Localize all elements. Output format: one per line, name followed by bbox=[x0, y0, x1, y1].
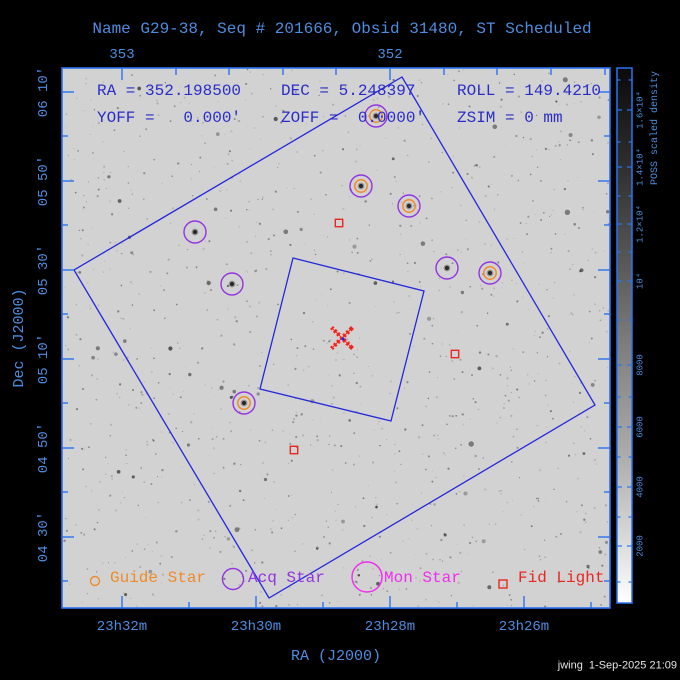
param-dec: DEC = 5.248397 bbox=[281, 82, 416, 100]
guide-star-marker-1[interactable] bbox=[349, 174, 373, 198]
legend-acq-star-label: Acq Star bbox=[248, 569, 325, 587]
param-zsim: ZSIM = 0 mm bbox=[457, 109, 563, 127]
acq-star-marker-2[interactable] bbox=[435, 256, 459, 280]
param-roll: ROLL = 149.4210 bbox=[457, 82, 602, 100]
fov-inner-square bbox=[259, 257, 425, 422]
guide-star-marker-4[interactable] bbox=[232, 391, 256, 415]
y-tick-label-4: 04 50' bbox=[36, 422, 52, 474]
colorbar-tick-3: 10⁴ bbox=[635, 272, 646, 290]
legend-fid-light-icon bbox=[498, 579, 508, 589]
x-tick-label-2: 23h28m bbox=[364, 619, 416, 635]
x-axis-title: RA (J2000) bbox=[290, 648, 382, 665]
fid-light-marker-0[interactable] bbox=[334, 218, 344, 228]
param-zoff: ZOFF = 0.0000' bbox=[281, 109, 426, 127]
colorbar-tick-6: 4000 bbox=[635, 476, 646, 498]
colorbar-tick-4: 8000 bbox=[635, 354, 646, 376]
catalog-star-images bbox=[191, 112, 494, 407]
colorbar-tick-7: 2000 bbox=[635, 535, 646, 557]
top-tick-label-353: 353 bbox=[109, 47, 135, 63]
colorbar-tick-1: 1.4×10⁴ bbox=[635, 148, 646, 186]
fid-light-marker-1[interactable] bbox=[450, 349, 460, 359]
x-tick-label-1: 23h30m bbox=[230, 619, 282, 635]
acq-star-marker-1[interactable] bbox=[220, 272, 244, 296]
y-tick-label-1: 05 50' bbox=[36, 155, 52, 207]
colorbar-tick-0: 1.6×10⁴ bbox=[635, 91, 646, 129]
guide-star-marker-0[interactable] bbox=[364, 104, 388, 128]
signature-timestamp: jwing 1-Sep-2025 21:09 bbox=[557, 659, 677, 672]
x-tick-label-3: 23h26m bbox=[498, 619, 550, 635]
y-tick-label-0: 06 10' bbox=[36, 66, 52, 118]
colorbar-frame bbox=[616, 67, 633, 604]
guide-star-marker-2[interactable] bbox=[397, 194, 421, 218]
acq-star-marker-0[interactable] bbox=[183, 220, 207, 244]
legend-mon-star-label: Mon Star bbox=[384, 569, 461, 587]
legend-mon-star-icon bbox=[351, 561, 383, 593]
y-axis-title: Dec (J2000) bbox=[11, 288, 28, 388]
guide-star-marker-3[interactable] bbox=[478, 261, 502, 285]
star-field-noise bbox=[62, 68, 610, 608]
y-tick-label-2: 05 30' bbox=[36, 244, 52, 296]
y-tick-label-3: 05 10' bbox=[36, 333, 52, 385]
colorbar-tick-2: 1.2×10⁴ bbox=[635, 205, 646, 243]
legend-guide-star-icon bbox=[89, 575, 101, 587]
param-ra: RA = 352.198500 bbox=[97, 82, 242, 100]
legend-fid-light-label: Fid Light bbox=[518, 569, 605, 587]
plot-frame bbox=[61, 67, 611, 609]
chart-title: Name G29-38, Seq # 201666, Obsid 31480, … bbox=[92, 20, 592, 38]
fov-outer-square bbox=[73, 76, 596, 599]
legend-acq-star-icon bbox=[221, 567, 245, 591]
fid-light-marker-2[interactable] bbox=[289, 445, 299, 455]
x-tick-label-0: 23h32m bbox=[96, 619, 148, 635]
colorbar-title: POSS scaled density bbox=[650, 70, 661, 186]
colorbar-gradient bbox=[617, 68, 632, 603]
sky-image bbox=[62, 68, 610, 608]
top-tick-label-352: 352 bbox=[377, 47, 403, 63]
target-x-marker[interactable] bbox=[330, 326, 354, 350]
y-tick-label-5: 04 30' bbox=[36, 511, 52, 563]
legend-guide-star-label: Guide Star bbox=[110, 569, 207, 587]
param-yoff: YOFF = 0.000' bbox=[97, 109, 242, 127]
colorbar-tick-5: 6000 bbox=[635, 416, 646, 438]
